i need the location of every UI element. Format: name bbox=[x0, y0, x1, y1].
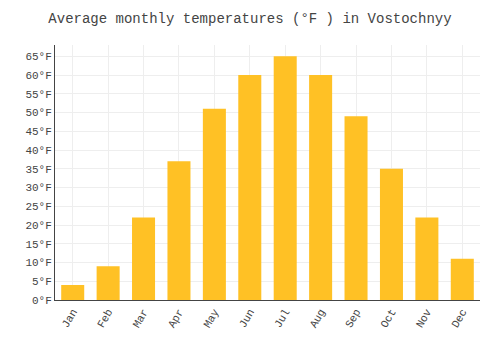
svg-text:0°F: 0°F bbox=[32, 295, 52, 307]
svg-text:Oct: Oct bbox=[379, 307, 399, 330]
svg-text:Sep: Sep bbox=[343, 307, 363, 330]
svg-text:20°F: 20°F bbox=[25, 220, 51, 232]
svg-text:Nov: Nov bbox=[414, 307, 434, 330]
svg-text:Mar: Mar bbox=[131, 307, 151, 330]
svg-text:30°F: 30°F bbox=[25, 182, 51, 194]
svg-text:Apr: Apr bbox=[166, 307, 186, 330]
svg-text:55°F: 55°F bbox=[25, 89, 51, 101]
svg-text:40°F: 40°F bbox=[25, 145, 51, 157]
svg-text:Average monthly temperatures (: Average monthly temperatures (°F ) in Vo… bbox=[48, 11, 451, 27]
svg-text:Jul: Jul bbox=[272, 307, 292, 330]
svg-text:45°F: 45°F bbox=[25, 126, 51, 138]
svg-text:60°F: 60°F bbox=[25, 70, 51, 82]
svg-text:Dec: Dec bbox=[449, 307, 469, 330]
svg-text:Feb: Feb bbox=[95, 307, 115, 330]
svg-text:May: May bbox=[201, 307, 221, 330]
svg-text:50°F: 50°F bbox=[25, 107, 51, 119]
svg-text:Aug: Aug bbox=[308, 307, 328, 330]
svg-text:10°F: 10°F bbox=[25, 257, 51, 269]
svg-text:15°F: 15°F bbox=[25, 239, 51, 251]
svg-text:Jun: Jun bbox=[237, 307, 257, 330]
svg-text:35°F: 35°F bbox=[25, 164, 51, 176]
svg-text:25°F: 25°F bbox=[25, 201, 51, 213]
svg-text:5°F: 5°F bbox=[32, 276, 52, 288]
svg-text:Jan: Jan bbox=[60, 307, 80, 330]
svg-text:65°F: 65°F bbox=[25, 51, 51, 63]
